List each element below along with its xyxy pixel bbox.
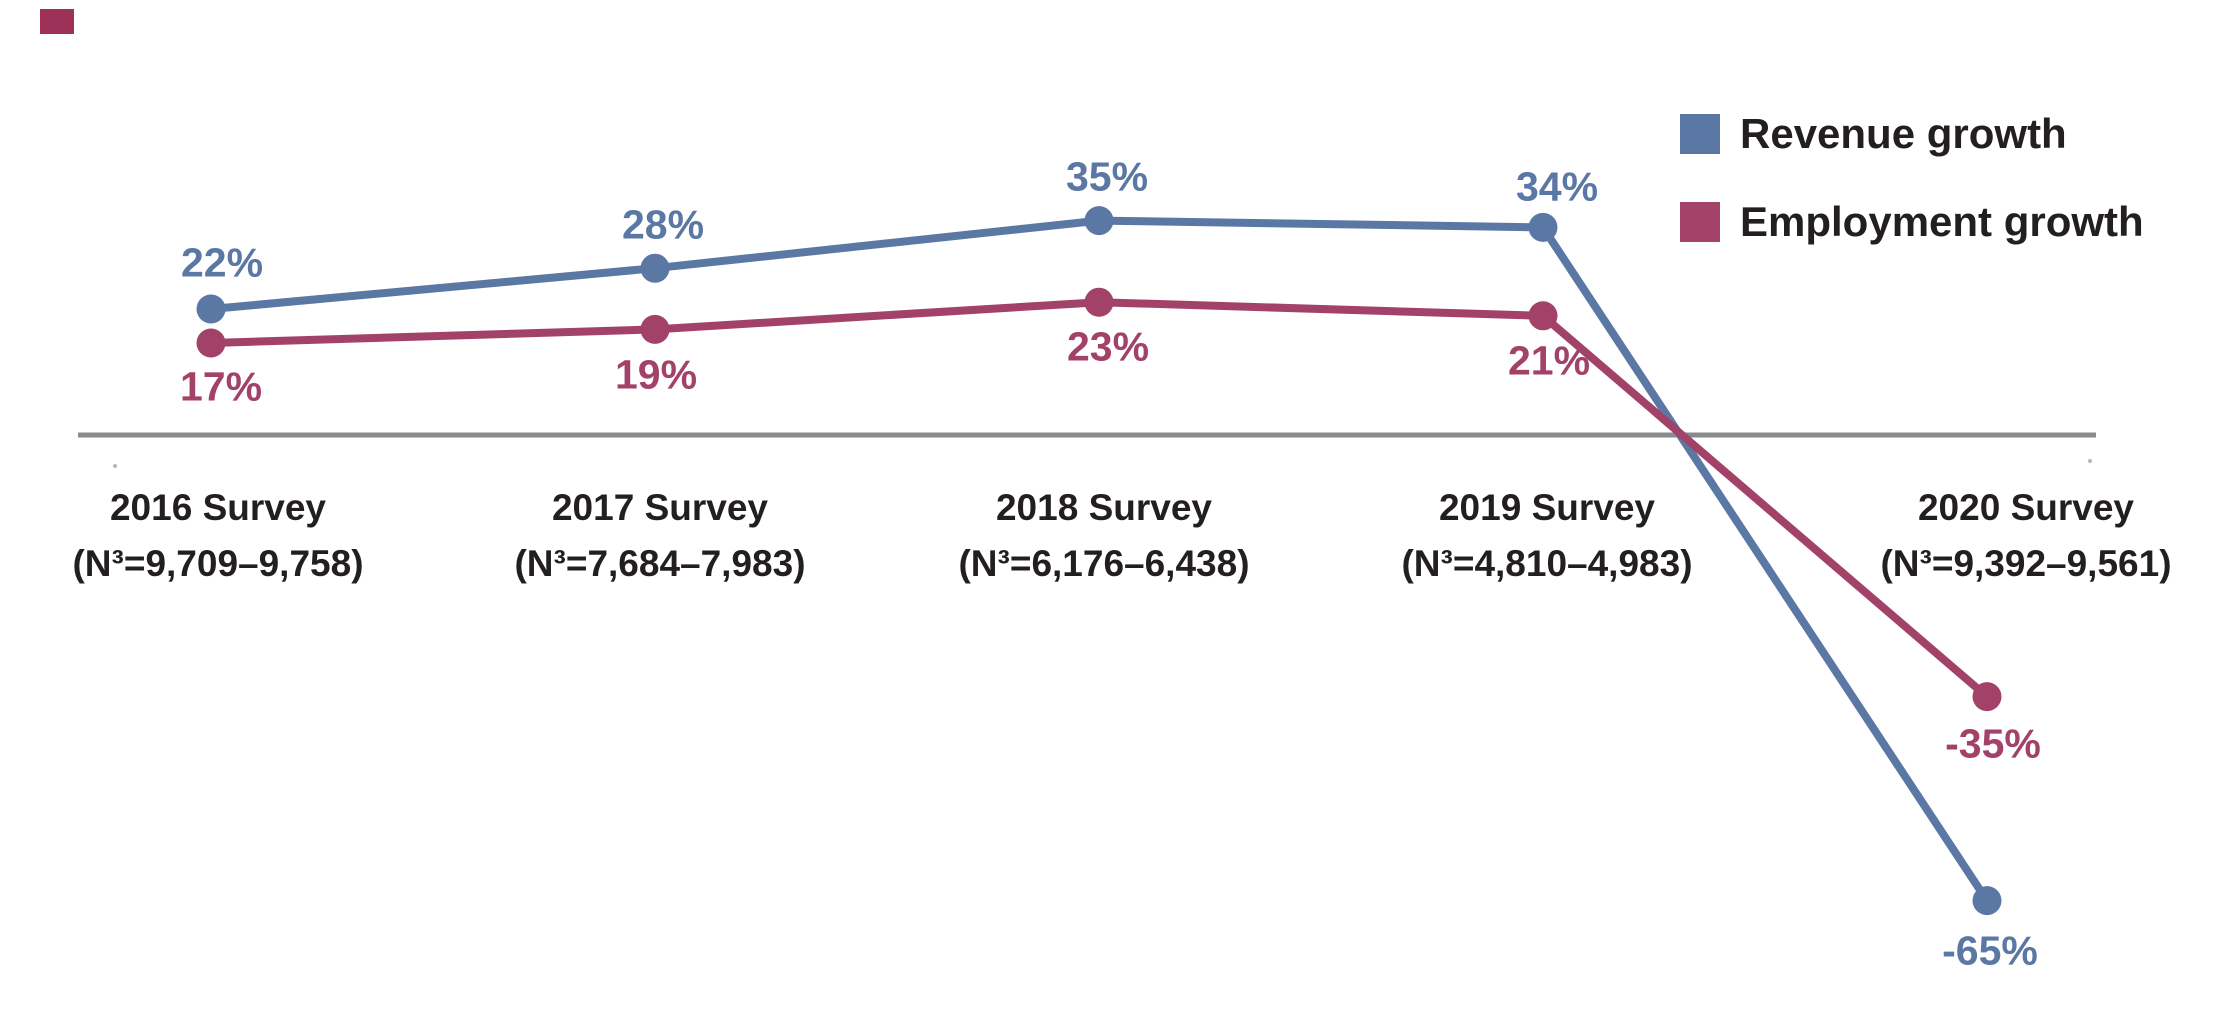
x-label-2016: 2016 Survey (N³=9,709–9,758) xyxy=(72,480,363,592)
legend-swatch-employment-icon xyxy=(1680,202,1720,242)
x-label-2017-year: 2017 Survey xyxy=(551,487,768,528)
data-point-revenue-2020 xyxy=(1972,886,2002,916)
x-label-2019-year: 2019 Survey xyxy=(1438,487,1655,528)
data-point-revenue-2019 xyxy=(1528,212,1558,242)
data-label-revenue-2020: -65% xyxy=(1942,927,2038,974)
corner-red-mark xyxy=(40,9,74,34)
data-point-revenue-2017 xyxy=(640,253,670,283)
data-label-revenue-2019: 34% xyxy=(1515,163,1599,210)
data-point-revenue-2018 xyxy=(1084,206,1114,236)
data-point-employment-2018 xyxy=(1084,287,1114,317)
x-label-2020-year: 2020 Survey xyxy=(1917,487,2134,528)
data-label-employment-2018: 23% xyxy=(1066,323,1150,370)
data-point-employment-2016 xyxy=(196,328,226,358)
data-label-revenue-2016: 22% xyxy=(180,239,264,286)
data-label-employment-2016: 17% xyxy=(179,363,263,410)
axis-end-speck-right xyxy=(2088,459,2092,463)
legend-label-employment: Employment growth xyxy=(1740,198,2144,245)
data-label-revenue-2018: 35% xyxy=(1065,153,1149,200)
x-label-2018-year: 2018 Survey xyxy=(995,487,1212,528)
x-label-2019: 2019 Survey (N³=4,810–4,983) xyxy=(1401,480,1692,592)
legend-item-employment-growth: Employment growth xyxy=(1680,198,2144,245)
x-label-2017-n: (N³=7,684–7,983) xyxy=(514,543,806,584)
legend-label-revenue: Revenue growth xyxy=(1740,110,2067,157)
data-point-employment-2017 xyxy=(640,314,670,344)
x-label-2019-n: (N³=4,810–4,983) xyxy=(1401,543,1693,584)
x-label-2018: 2018 Survey (N³=6,176–6,438) xyxy=(958,480,1249,592)
data-point-employment-2020 xyxy=(1972,682,2002,712)
data-label-employment-2017: 19% xyxy=(614,351,698,398)
x-label-2017: 2017 Survey (N³=7,684–7,983) xyxy=(514,480,805,592)
legend-swatch-revenue-icon xyxy=(1680,114,1720,154)
axis-end-speck-left xyxy=(113,464,117,468)
data-point-employment-2019 xyxy=(1528,301,1558,331)
x-label-2018-n: (N³=6,176–6,438) xyxy=(958,543,1250,584)
data-label-revenue-2017: 28% xyxy=(621,201,705,248)
x-label-2016-year: 2016 Survey xyxy=(109,487,326,528)
data-label-employment-2019: 21% xyxy=(1507,337,1591,384)
data-point-revenue-2016 xyxy=(196,294,226,324)
x-label-2020: 2020 Survey (N³=9,392–9,561) xyxy=(1880,480,2171,592)
x-label-2016-n: (N³=9,709–9,758) xyxy=(72,543,364,584)
data-label-employment-2020: -35% xyxy=(1945,720,2041,767)
x-label-2020-n: (N³=9,392–9,561) xyxy=(1880,543,2172,584)
legend-item-revenue-growth: Revenue growth xyxy=(1680,110,2067,157)
